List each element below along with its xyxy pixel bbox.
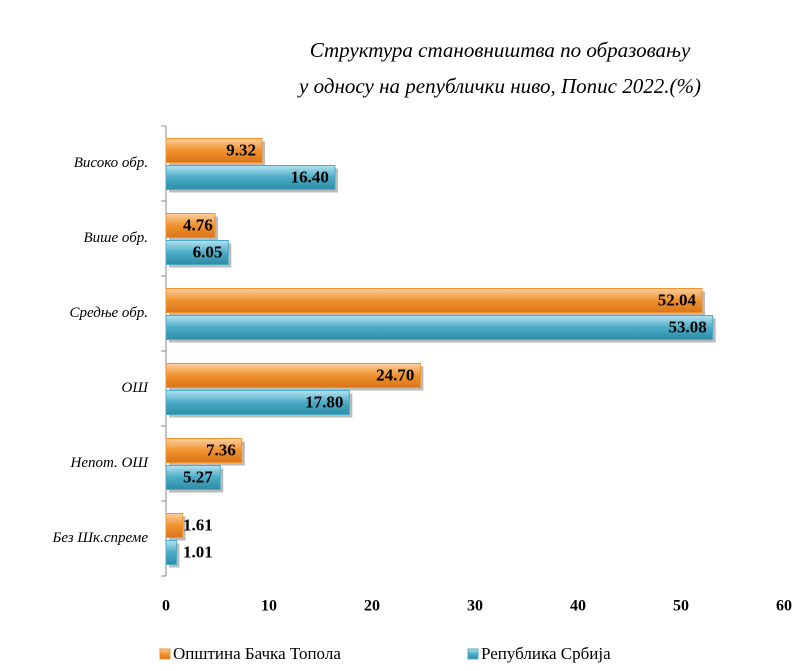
chart-title: у односу на републички ниво, Попис 2022.…: [297, 74, 701, 98]
value-label: 6.05: [193, 242, 223, 261]
bar: [165, 513, 184, 538]
value-label: 4.76: [183, 215, 213, 234]
x-tick-label: 10: [261, 598, 277, 615]
legend-label: Општина Бачка Топола: [173, 644, 341, 663]
legend-label: Република Србија: [481, 644, 611, 663]
legend-swatch: [467, 648, 479, 660]
value-label: 5.27: [183, 467, 213, 486]
bar: [165, 213, 216, 238]
chart-title: Структура становништва по образовању: [310, 38, 691, 62]
value-label: 53.08: [668, 317, 706, 336]
bar: [165, 240, 229, 265]
bar: [165, 315, 714, 340]
category-label: Више обр.: [84, 230, 149, 246]
bar: [165, 288, 703, 313]
legend-swatch: [159, 648, 171, 660]
bar: [165, 138, 263, 163]
x-tick-label: 20: [364, 598, 380, 615]
value-label: 1.61: [183, 515, 213, 534]
value-label: 7.36: [206, 440, 236, 459]
value-label: 1.01: [183, 542, 213, 561]
value-label: 24.70: [376, 365, 414, 384]
x-tick-label: 0: [162, 598, 170, 615]
value-label: 9.32: [226, 140, 256, 159]
bar: [165, 438, 243, 463]
category-label: Високо обр.: [74, 155, 148, 171]
category-label: Без Шк.спреме: [52, 530, 149, 546]
bar: [165, 390, 350, 415]
value-label: 16.40: [291, 167, 329, 186]
bar: [165, 540, 177, 565]
category-label: Непот. ОШ: [70, 455, 150, 471]
bar: [165, 465, 221, 490]
bar: [165, 165, 336, 190]
x-tick-label: 60: [776, 598, 792, 615]
value-label: 52.04: [658, 290, 697, 309]
category-label: Средње обр.: [69, 305, 148, 321]
value-label: 17.80: [305, 392, 343, 411]
x-tick-label: 40: [570, 598, 586, 615]
x-tick-label: 30: [467, 598, 483, 615]
category-label: ОШ: [122, 380, 150, 396]
bar: [165, 363, 421, 388]
x-tick-label: 50: [673, 598, 689, 615]
